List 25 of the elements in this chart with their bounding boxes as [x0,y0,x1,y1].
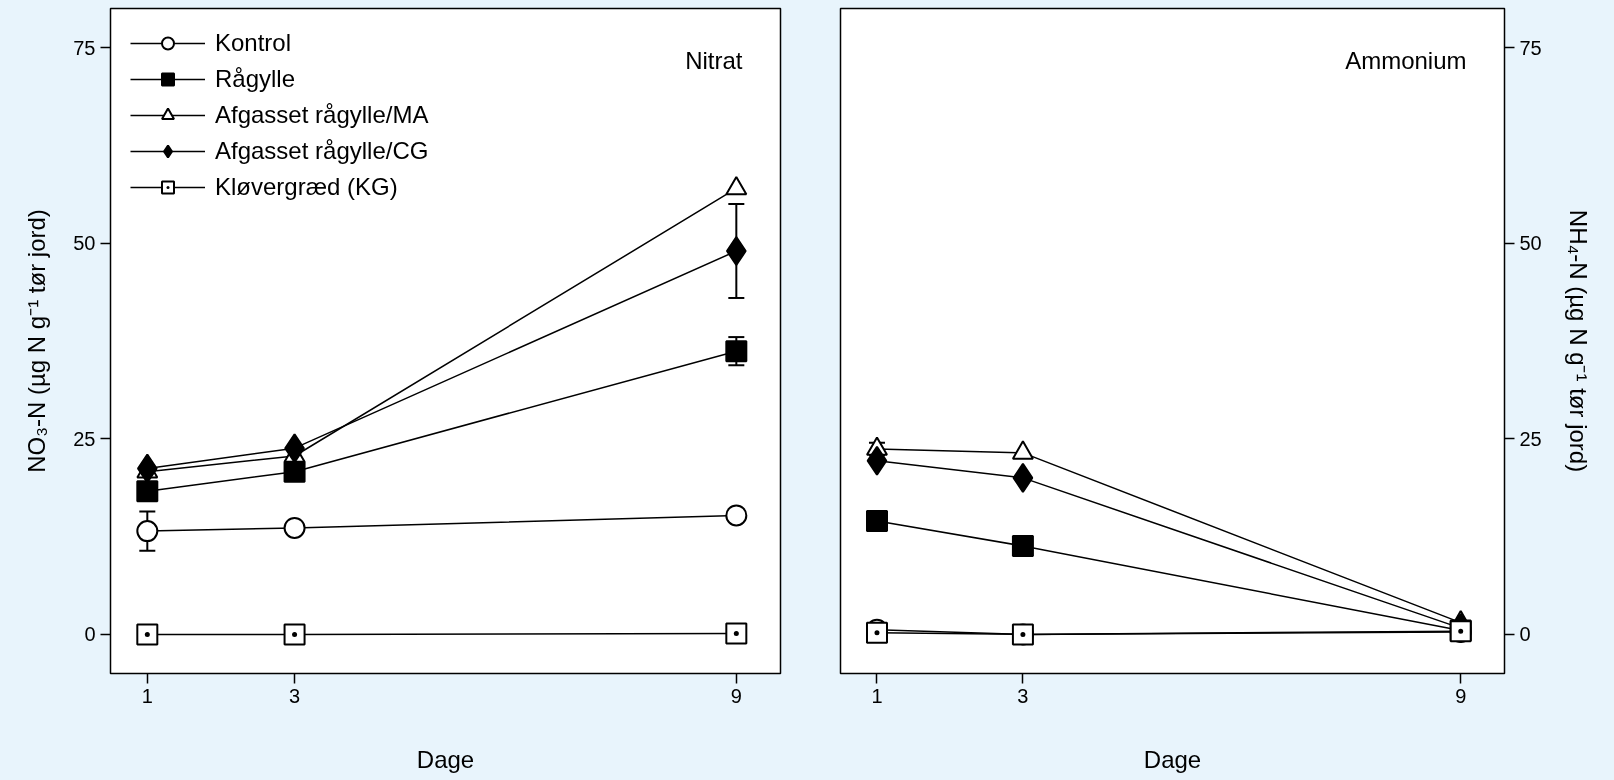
y2-tick-label: 50 [1519,232,1542,255]
legend-label: Afgasset rågylle/CG [215,137,429,165]
y2-axis-title: NH₄-N (µg N g⁻¹ tør jord) [1564,209,1592,473]
y-axis-title: NO₃-N (µg N g⁻¹ tør jord) [23,209,51,473]
legend-label: Rågylle [215,65,296,93]
y2-tick-label: 25 [1519,427,1542,450]
x-tick-label: 9 [1455,684,1467,707]
x-tick-label: 3 [1017,684,1029,707]
x-axis-title: Dage [1143,745,1202,773]
annotation: Nitrat [685,46,743,74]
y2-tick-label: 0 [1519,623,1531,646]
x-axis-title: Dage [416,745,475,773]
annotation: Ammonium [1345,46,1467,74]
y-tick-label: 0 [84,623,96,646]
y-tick-label: 25 [73,427,96,450]
y-tick-label: 75 [73,36,96,59]
x-tick-label: 1 [871,684,883,707]
y2-tick-label: 75 [1519,36,1542,59]
y-tick-label: 50 [73,232,96,255]
legend-label: Afgasset rågylle/MA [215,101,429,129]
legend-label: Kløvergræd (KG) [215,173,398,201]
x-tick-label: 3 [289,684,301,707]
x-tick-label: 9 [730,684,742,707]
x-tick-label: 1 [141,684,153,707]
legend-label: Kontrol [215,29,292,57]
